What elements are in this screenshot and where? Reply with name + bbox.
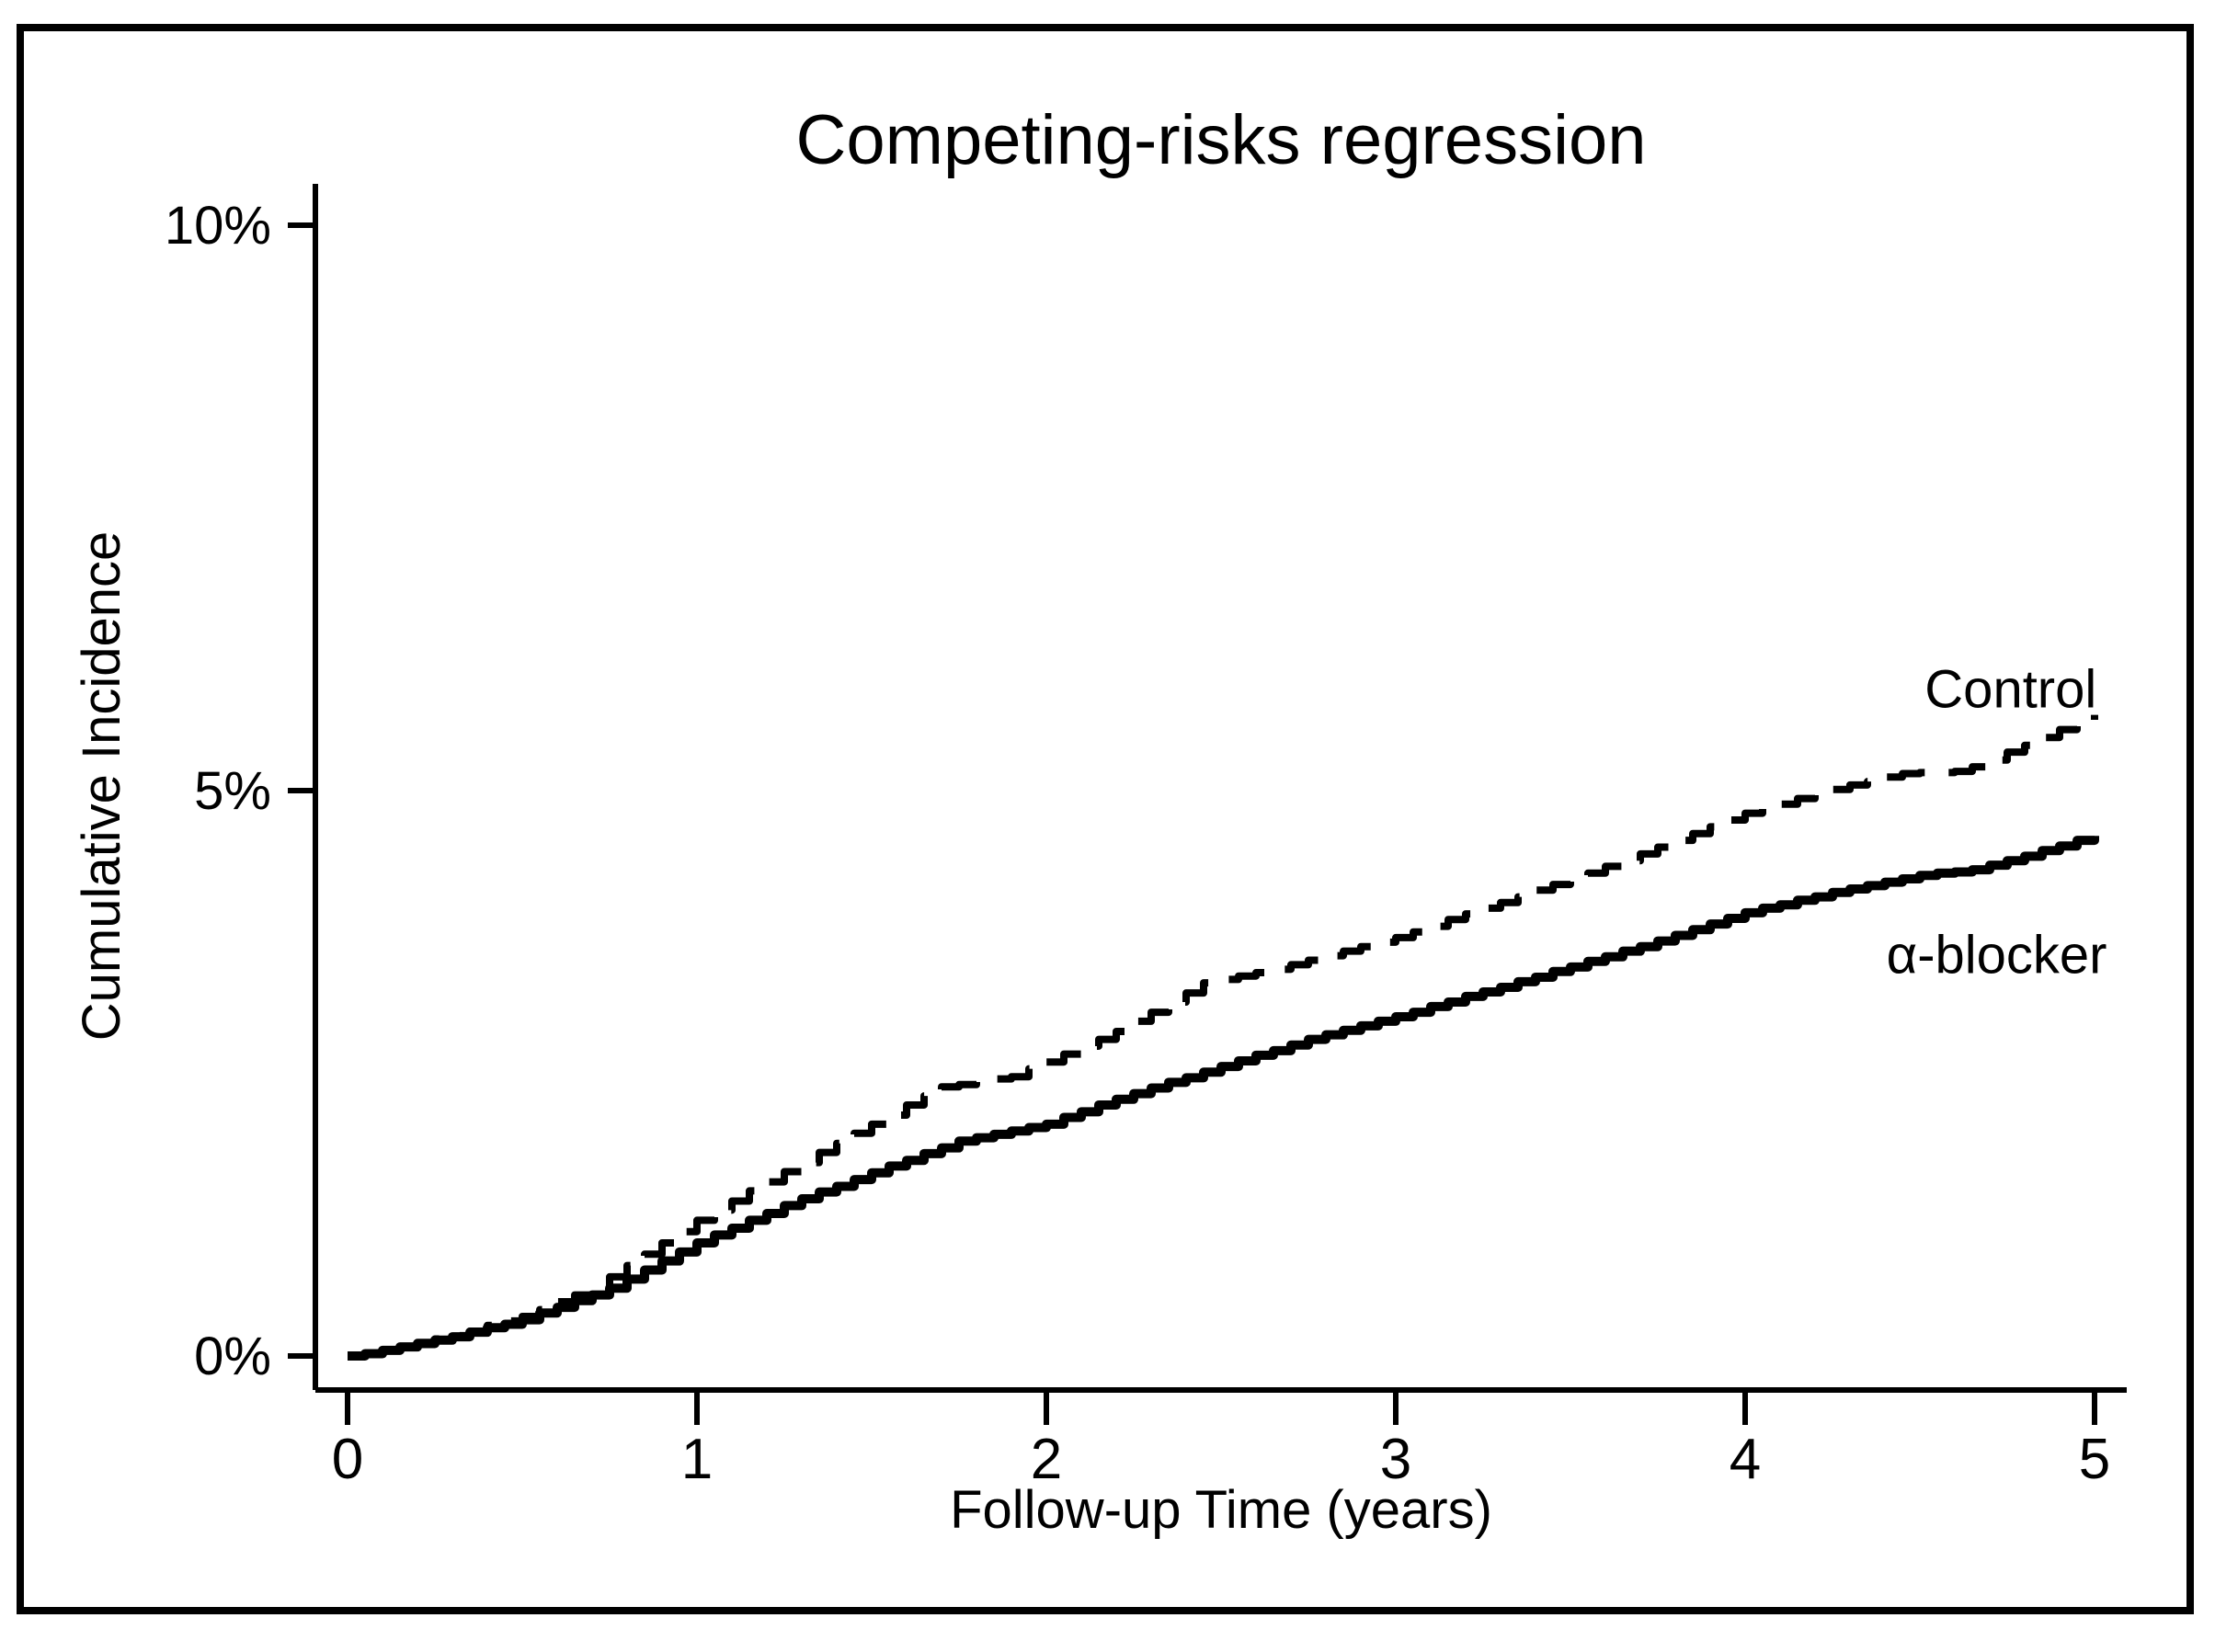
series-label-ablocker: α-blocker bbox=[1887, 925, 2107, 985]
x-tick-label: 5 bbox=[2079, 1428, 2110, 1491]
y-tick-label: 0% bbox=[194, 1327, 271, 1386]
x-tick-label: 2 bbox=[1031, 1428, 1062, 1491]
x-tick-label: 1 bbox=[681, 1428, 713, 1491]
series-path-control bbox=[348, 714, 2098, 1360]
y-tick-label: 5% bbox=[194, 761, 271, 821]
x-tick-label: 3 bbox=[1380, 1428, 1411, 1491]
y-axis-ticks: 0% 5% 10% bbox=[165, 196, 315, 1386]
series-path-ablocker bbox=[348, 836, 2099, 1361]
y-axis-title: Cumulative Incidence bbox=[72, 531, 131, 1042]
x-tick-label: 4 bbox=[1730, 1428, 1761, 1491]
figure-border bbox=[17, 24, 2194, 1614]
series-lines bbox=[348, 714, 2099, 1361]
x-tick-label: 0 bbox=[332, 1428, 363, 1491]
series-label-control: Control bbox=[1924, 659, 2096, 719]
y-tick-label: 10% bbox=[165, 196, 271, 256]
x-axis-title: Follow-up Time (years) bbox=[950, 1480, 1492, 1540]
chart-title: Competing-risks regression bbox=[796, 101, 1647, 179]
x-axis-ticks: 0 1 2 3 4 5 bbox=[332, 1390, 2110, 1491]
